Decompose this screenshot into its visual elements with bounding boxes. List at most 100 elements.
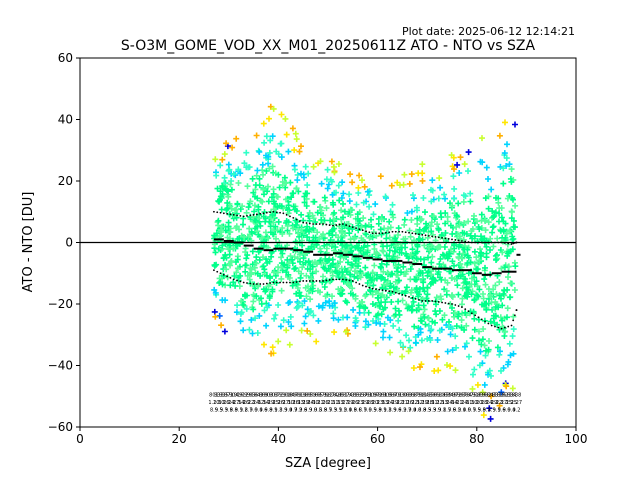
scatter-point xyxy=(217,196,223,203)
scatter-point xyxy=(270,231,276,238)
scatter-point xyxy=(387,290,394,297)
percentile-dot xyxy=(219,211,222,214)
scatter-point xyxy=(339,229,345,236)
bin-annotation: 972 xyxy=(373,392,383,398)
scatter-point xyxy=(221,328,228,335)
percentile-dot xyxy=(368,231,371,234)
scatter-point xyxy=(501,150,508,157)
scatter-point xyxy=(217,162,224,169)
scatter-point xyxy=(493,291,500,298)
bin-annotation: 838 xyxy=(512,392,522,398)
scatter-point xyxy=(223,140,230,147)
scatter-point xyxy=(255,282,262,289)
scatter-point xyxy=(452,367,459,374)
scatter-point xyxy=(300,255,307,262)
scatter-point xyxy=(498,367,504,374)
scatter-point xyxy=(405,348,412,355)
bin-annotation: 872 xyxy=(274,392,284,398)
scatter-point xyxy=(510,223,517,230)
scatter-point xyxy=(267,273,273,280)
scatter-point xyxy=(512,202,519,209)
scatter-point xyxy=(417,217,424,224)
scatter-point xyxy=(456,222,463,229)
scatter-point xyxy=(415,302,422,309)
scatter-point xyxy=(318,233,325,240)
x-tick-label: 100 xyxy=(565,432,588,446)
percentile-dot xyxy=(226,212,229,215)
scatter-point xyxy=(242,249,249,255)
scatter-point xyxy=(496,351,503,358)
percentile-dot xyxy=(341,278,344,281)
scatter-point xyxy=(224,199,231,206)
scatter-point xyxy=(414,221,421,227)
scatter-point xyxy=(480,412,487,419)
scatter-point xyxy=(241,234,248,240)
bin-annotation: 1.24 xyxy=(456,400,467,406)
bin-annotation: 852 xyxy=(353,392,363,398)
scatter-point xyxy=(353,317,360,324)
scatter-point xyxy=(269,194,275,201)
scatter-point xyxy=(383,252,390,259)
scatter-point xyxy=(434,221,441,228)
y-tick-label: −40 xyxy=(48,359,73,373)
scatter-point xyxy=(292,217,299,224)
percentile-dot xyxy=(470,312,473,315)
bin-annotation: 9.9 xyxy=(433,408,441,414)
scatter-point xyxy=(285,260,292,267)
bin-annotation: 9.8 xyxy=(349,408,357,414)
scatter-point xyxy=(409,303,415,310)
scatter-point xyxy=(483,243,490,250)
scatter-point xyxy=(421,306,428,313)
scatter-point xyxy=(442,210,449,217)
bin-annotation: 8.7 xyxy=(443,408,451,414)
scatter-point xyxy=(275,218,282,225)
scatter-point xyxy=(275,171,282,178)
scatter-point xyxy=(338,265,345,272)
scatter-point xyxy=(417,256,424,263)
percentile-dot xyxy=(401,230,404,233)
scatter-point xyxy=(220,255,227,262)
bin-annotation: 901 xyxy=(393,392,403,398)
scatter-point xyxy=(302,190,309,197)
bin-annotation: 930 xyxy=(279,392,289,398)
scatter-point xyxy=(438,231,445,238)
scatter-point xyxy=(442,277,449,284)
scatter-point xyxy=(474,238,481,245)
percentile-dot xyxy=(424,300,427,302)
scatter-point xyxy=(400,263,407,270)
scatter-point xyxy=(429,253,436,260)
scatter-point xyxy=(404,210,411,216)
scatter-point xyxy=(270,105,277,112)
scatter-point xyxy=(362,264,369,271)
bin-annotation: 918 xyxy=(472,392,482,398)
scatter-point xyxy=(235,180,242,186)
scatter-point xyxy=(323,245,330,252)
scatter-point xyxy=(453,344,460,351)
scatter-point xyxy=(384,269,391,276)
scatter-point xyxy=(391,248,398,255)
percentile-dot xyxy=(431,300,434,302)
percentile-dot xyxy=(222,212,225,215)
scatter-point xyxy=(464,260,471,267)
scatter-point xyxy=(451,276,458,283)
bin-annotation: 9.2 xyxy=(294,408,302,414)
scatter-point xyxy=(396,326,403,333)
scatter-point xyxy=(279,230,286,237)
scatter-point xyxy=(406,180,413,187)
percentile-dot xyxy=(315,280,318,282)
scatter-point xyxy=(242,262,249,269)
scatter-point xyxy=(324,166,331,173)
scatter-point xyxy=(502,119,508,126)
bin-annotation: 1.34 xyxy=(233,400,244,406)
scatter-point xyxy=(479,336,486,343)
scatter-point xyxy=(493,194,499,201)
percentile-dot xyxy=(451,238,453,241)
percentile-dot xyxy=(507,325,510,328)
scatter-point xyxy=(358,224,365,231)
scatter-point xyxy=(396,277,402,284)
scatter-point xyxy=(341,208,348,215)
scatter-point xyxy=(283,218,290,224)
scatter-point xyxy=(450,173,457,180)
percentile-dot xyxy=(325,279,328,282)
bin-annotation: 9.3 xyxy=(483,408,491,414)
